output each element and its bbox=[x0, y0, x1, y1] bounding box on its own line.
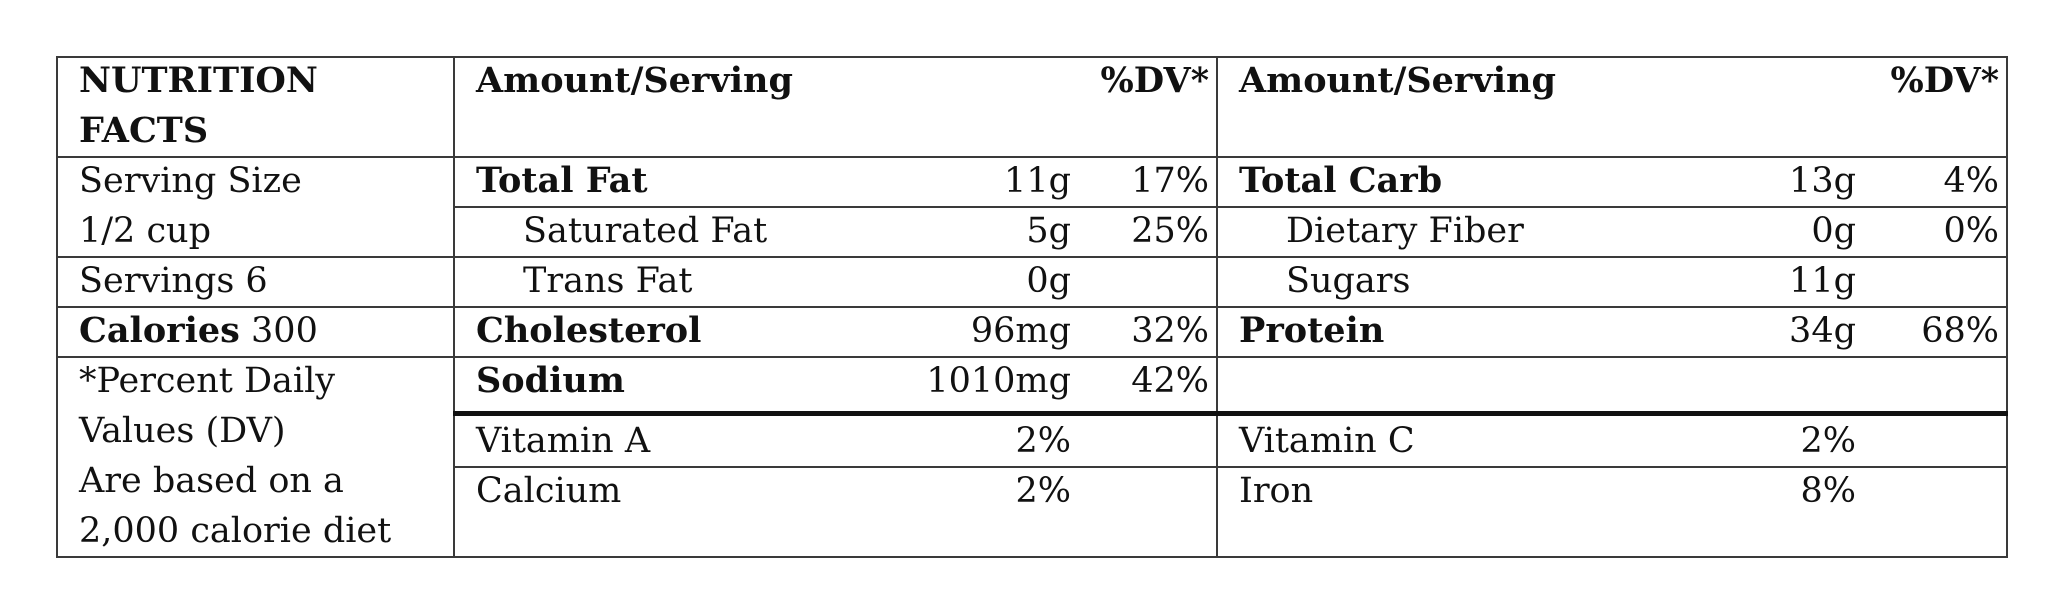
vitamin-dv-c: 2% bbox=[1800, 421, 1856, 461]
nutrient-amount-sodium: 1010mg bbox=[926, 361, 1071, 401]
nutrient-amount-trans-fat: 0g bbox=[1026, 261, 1071, 301]
nutrient-dv-total-fat: 17% bbox=[1131, 161, 1209, 201]
nutrient-dv-saturated-fat: 25% bbox=[1131, 211, 1209, 251]
footnote-line-1: *Percent Daily bbox=[79, 361, 336, 401]
nutrient-name-protein: Protein bbox=[1239, 310, 1385, 351]
servings-count: Servings 6 bbox=[79, 261, 268, 301]
nutrient-amount-total-fat: 11g bbox=[1004, 161, 1071, 201]
nutrient-name-total-carb: Total Carb bbox=[1239, 160, 1443, 201]
nutrient-dv-dietary-fiber: 0% bbox=[1943, 211, 1999, 251]
footnote-line-4: 2,000 calorie diet bbox=[79, 511, 392, 551]
calories: Calories 300 bbox=[79, 306, 318, 356]
row-divider bbox=[453, 466, 2008, 468]
footnote-line-2: Values (DV) bbox=[79, 411, 286, 451]
row-divider bbox=[56, 256, 2008, 258]
nutrient-amount-saturated-fat: 5g bbox=[1026, 211, 1071, 251]
dv-header-right: %DV* bbox=[1890, 60, 1999, 101]
vitamin-dv-iron: 8% bbox=[1800, 471, 1856, 511]
vitamin-name-calcium: Calcium bbox=[476, 471, 622, 511]
calories-value: 300 bbox=[251, 311, 318, 351]
nutrient-name-dietary-fiber: Dietary Fiber bbox=[1286, 211, 1524, 251]
vitamin-divider-thick bbox=[453, 411, 2008, 416]
nutrient-dv-total-carb: 4% bbox=[1943, 161, 1999, 201]
nutrient-name-trans-fat: Trans Fat bbox=[523, 261, 693, 301]
dv-header-left: %DV* bbox=[1100, 60, 1209, 101]
vitamin-dv-calcium: 2% bbox=[1015, 471, 1071, 511]
footnote-line-3: Are based on a bbox=[79, 461, 344, 501]
row-divider bbox=[56, 356, 2008, 358]
calories-label: Calories bbox=[79, 310, 240, 351]
nutrient-name-cholesterol: Cholesterol bbox=[476, 310, 702, 351]
nutrition-facts-table: NUTRITION FACTS Amount/Serving %DV* Amou… bbox=[56, 56, 2008, 558]
amount-serving-header-right: Amount/Serving bbox=[1239, 60, 1556, 101]
nutrient-amount-protein: 34g bbox=[1789, 311, 1856, 351]
nutrient-name-total-fat: Total Fat bbox=[476, 160, 648, 201]
nutrient-name-sodium: Sodium bbox=[476, 360, 625, 401]
amount-serving-header-left: Amount/Serving bbox=[476, 60, 793, 101]
title-line-1: NUTRITION bbox=[79, 60, 318, 101]
vitamin-name-a: Vitamin A bbox=[476, 421, 651, 461]
row-divider bbox=[453, 206, 1218, 208]
border-bottom bbox=[56, 556, 2008, 558]
serving-size-label: Serving Size bbox=[79, 161, 302, 201]
nutrient-dv-protein: 68% bbox=[1921, 311, 1999, 351]
vitamin-name-c: Vitamin C bbox=[1239, 421, 1415, 461]
vitamin-dv-a: 2% bbox=[1015, 421, 1071, 461]
border-top bbox=[56, 56, 2008, 58]
nutrient-dv-cholesterol: 32% bbox=[1131, 311, 1209, 351]
serving-size-value: 1/2 cup bbox=[79, 211, 212, 251]
nutrient-amount-cholesterol: 96mg bbox=[970, 311, 1071, 351]
row-divider bbox=[56, 306, 2008, 308]
nutrient-dv-sodium: 42% bbox=[1131, 361, 1209, 401]
row-divider bbox=[56, 156, 2008, 158]
row-divider bbox=[1216, 206, 2008, 208]
vitamin-name-iron: Iron bbox=[1239, 471, 1314, 511]
nutrient-amount-total-carb: 13g bbox=[1789, 161, 1856, 201]
title-line-2: FACTS bbox=[79, 110, 209, 151]
nutrient-amount-sugars: 11g bbox=[1789, 261, 1856, 301]
nutrient-name-sugars: Sugars bbox=[1286, 261, 1411, 301]
nutrient-name-saturated-fat: Saturated Fat bbox=[523, 211, 768, 251]
nutrient-amount-dietary-fiber: 0g bbox=[1811, 211, 1856, 251]
